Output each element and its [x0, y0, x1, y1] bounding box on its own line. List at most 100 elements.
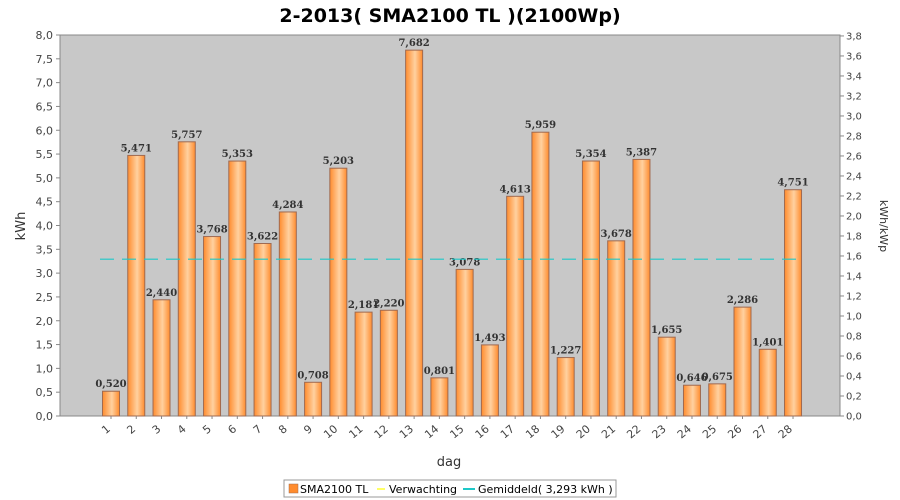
y-tick-label: 8,0 [36, 29, 54, 42]
y2-tick-label: 3,6 [846, 51, 862, 62]
y-tick-label: 3,0 [36, 267, 54, 280]
x-tick-label: 4 [175, 422, 189, 436]
x-tick-label: 22 [624, 422, 643, 441]
x-tick-label: 24 [675, 422, 694, 441]
bar [102, 390, 120, 417]
y2-tick-label: 2,2 [846, 191, 862, 202]
y-tick-label: 4,0 [36, 220, 54, 233]
bar [480, 344, 499, 417]
bar-value-label: 5,203 [323, 156, 354, 167]
bar-value-label: 5,959 [525, 120, 556, 131]
bar-value-label: 2,181 [348, 300, 379, 311]
bar-value-label: 3,768 [196, 225, 227, 236]
y-tick-label: 1,0 [36, 362, 54, 375]
x-tick-label: 9 [301, 422, 315, 436]
bar [152, 299, 171, 417]
y2-tick-label: 3,8 [846, 31, 862, 42]
chart-title: 2-2013( SMA2100 TL )(2100Wp) [279, 5, 620, 27]
bar-value-label: 0,520 [95, 379, 126, 390]
y-tick-label: 5,5 [36, 148, 54, 161]
bar-value-label: 4,284 [272, 200, 303, 211]
y2-tick-label: 1,4 [846, 271, 862, 282]
bar [506, 195, 525, 417]
bar [329, 167, 348, 417]
bar [253, 243, 272, 417]
y2-tick-label: 3,2 [846, 91, 862, 102]
bar-value-label: 5,353 [222, 149, 253, 160]
bar [531, 131, 550, 417]
bar-value-label: 4,613 [499, 184, 530, 195]
bar-value-label: 5,354 [575, 149, 606, 160]
y-tick-label: 1,5 [36, 339, 54, 352]
x-tick-label: 12 [372, 422, 391, 441]
bar [278, 211, 297, 417]
x-tick-label: 1 [99, 422, 113, 436]
x-tick-label: 13 [397, 422, 416, 441]
x-tick-label: 15 [447, 422, 466, 441]
bar-value-label: 0,675 [702, 372, 733, 383]
bar [127, 154, 146, 417]
y-axis-label: kWh [14, 212, 29, 241]
y-tick-label: 3,5 [36, 243, 54, 256]
bar [177, 141, 196, 417]
x-tick-label: 7 [251, 422, 265, 436]
x-tick-label: 3 [150, 422, 164, 436]
y2-tick-label: 3,0 [846, 111, 862, 122]
y2-tick-label: 2,0 [846, 211, 862, 222]
y2-tick-label: 0,0 [846, 412, 862, 423]
bar [784, 189, 803, 417]
y-tick-label: 0,0 [36, 410, 54, 423]
bar-value-label: 1,655 [651, 325, 682, 336]
y2-tick-label: 1,0 [846, 311, 862, 322]
y2-tick-label: 1,6 [846, 251, 862, 262]
x-tick-label: 17 [498, 422, 517, 441]
x-tick-label: 25 [700, 422, 719, 441]
x-tick-label: 27 [751, 422, 770, 441]
bar-value-label: 2,220 [373, 298, 404, 309]
bar-value-label: 5,387 [626, 147, 657, 158]
x-axis-label: dag [437, 455, 461, 470]
y-tick-label: 6,5 [36, 100, 54, 113]
x-tick-label: 2 [124, 422, 138, 436]
x-tick-label: 23 [650, 422, 669, 441]
bar-value-label: 3,078 [449, 257, 480, 268]
bar-value-label: 5,471 [121, 143, 152, 154]
x-tick-label: 28 [776, 422, 795, 441]
bar [632, 158, 651, 417]
y-tick-label: 4,5 [36, 196, 54, 209]
bar [733, 306, 752, 417]
y-tick-label: 2,0 [36, 315, 54, 328]
bar-value-label: 0,646 [676, 373, 707, 384]
y-tick-label: 6,0 [36, 124, 54, 137]
x-tick-label: 16 [473, 422, 492, 441]
y-tick-label: 0,5 [36, 386, 54, 399]
legend: SMA2100 TL Verwachting Gemiddeld( 3,293 … [283, 479, 617, 498]
plot-background [59, 34, 841, 417]
y-tick-label: 2,5 [36, 291, 54, 304]
bar [758, 348, 777, 417]
bar [455, 268, 474, 417]
x-tick-label: 21 [599, 422, 618, 441]
bar-value-label: 3,678 [601, 229, 632, 240]
y2-tick-label: 1,8 [846, 231, 862, 242]
y-tick-label: 7,5 [36, 53, 54, 66]
legend-label-series: SMA2100 TL [300, 483, 369, 496]
y-tick-label: 7,0 [36, 77, 54, 90]
bar [405, 49, 424, 417]
bar [228, 160, 247, 417]
bar [657, 336, 676, 417]
y2-tick-label: 0,2 [846, 391, 862, 402]
bar-value-label: 2,440 [146, 288, 177, 299]
y-tick-label: 5,0 [36, 172, 54, 185]
bar [430, 377, 449, 417]
y2-axis-label: kWh/kWp [877, 200, 890, 252]
y2-tick-label: 0,8 [846, 331, 862, 342]
bar-value-label: 7,682 [398, 38, 429, 49]
plot-area: 0,0 0,5 1,0 1,5 2,0 2,5 3,0 3,5 4,0 4,5 5,0 5,5 6,0 6… [36, 29, 862, 441]
x-tick-label: 8 [276, 422, 290, 436]
bar-value-label: 0,708 [297, 370, 328, 381]
bar [203, 236, 222, 417]
bar-value-label: 1,493 [474, 333, 505, 344]
x-tick-label: 6 [226, 422, 240, 436]
